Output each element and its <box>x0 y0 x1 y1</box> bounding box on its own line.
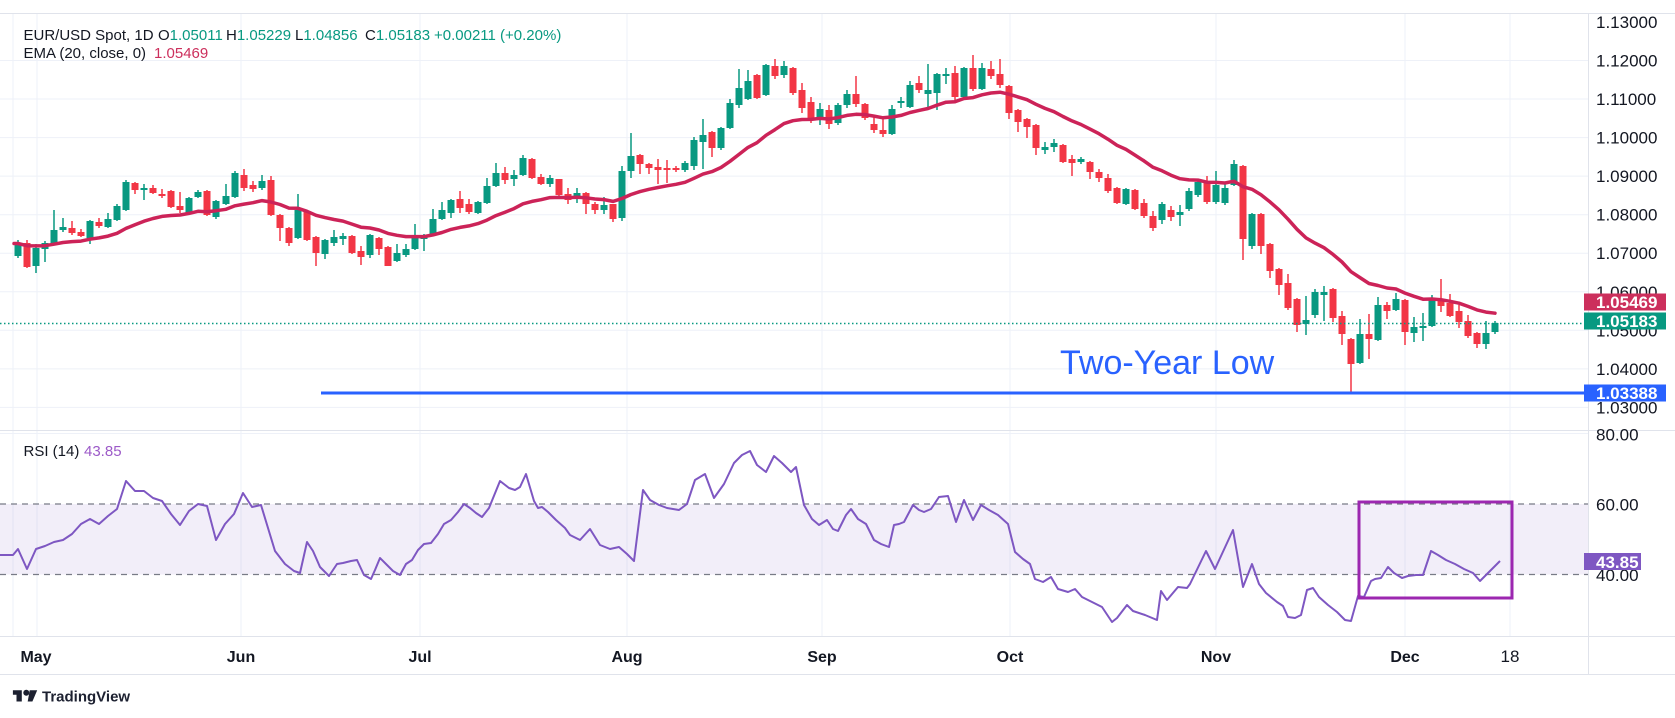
svg-text:18: 18 <box>1501 647 1520 666</box>
svg-text:1.08000: 1.08000 <box>1596 206 1657 225</box>
svg-text:60.00: 60.00 <box>1596 496 1639 515</box>
svg-text:Two-Year Low: Two-Year Low <box>1060 344 1275 382</box>
svg-text:Nov: Nov <box>1201 649 1231 666</box>
svg-text:1.13000: 1.13000 <box>1596 13 1657 32</box>
svg-text:Jul: Jul <box>408 649 431 666</box>
svg-text:1.12000: 1.12000 <box>1596 52 1657 71</box>
svg-text:1.05183: 1.05183 <box>1596 312 1657 331</box>
svg-text:RSI (14)43.85: RSI (14) 43.85 <box>24 443 122 460</box>
svg-text:EMA (20, close, 0)1.05469: EMA (20, close, 0) 1.05469 <box>24 45 209 62</box>
svg-text:May: May <box>20 649 51 666</box>
svg-text:1.11000: 1.11000 <box>1596 90 1656 109</box>
svg-text:1.07000: 1.07000 <box>1596 244 1657 263</box>
svg-text:43.85: 43.85 <box>1596 553 1639 572</box>
svg-text:Sep: Sep <box>807 649 837 666</box>
svg-text:Jun: Jun <box>227 649 255 666</box>
svg-text:1.04000: 1.04000 <box>1596 360 1657 379</box>
svg-text:1.03388: 1.03388 <box>1596 384 1657 403</box>
svg-text:80.00: 80.00 <box>1596 426 1639 445</box>
svg-text:TradingView: TradingView <box>42 689 130 706</box>
svg-text:1.09000: 1.09000 <box>1596 167 1657 186</box>
svg-text:Aug: Aug <box>611 649 642 666</box>
svg-text:1.03000: 1.03000 <box>1596 398 1657 417</box>
svg-text:1.05469: 1.05469 <box>1596 293 1657 312</box>
svg-text:1.10000: 1.10000 <box>1596 129 1657 148</box>
svg-text:Dec: Dec <box>1390 649 1419 666</box>
svg-text:40.00: 40.00 <box>1596 566 1639 585</box>
svg-text:Oct: Oct <box>997 649 1024 666</box>
